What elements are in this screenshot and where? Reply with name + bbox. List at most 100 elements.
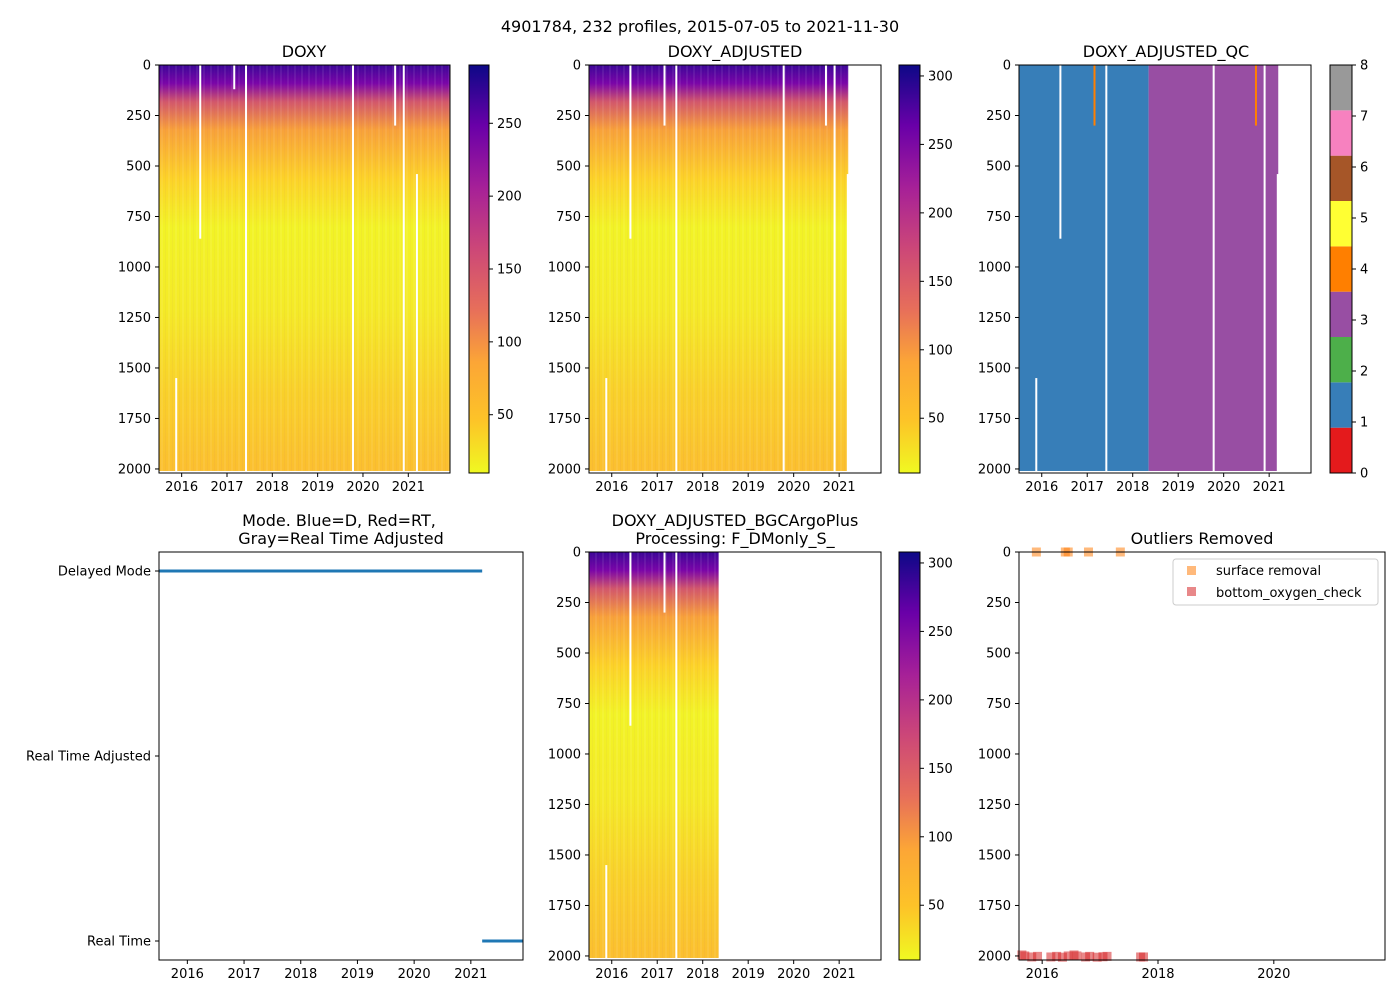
legend-frame xyxy=(1172,558,1379,606)
outlier-point xyxy=(1085,951,1095,961)
y-tick-label: 500 xyxy=(986,646,1011,661)
x-tick-label: 2019 xyxy=(301,480,334,495)
x-tick-label: 2020 xyxy=(1257,967,1290,982)
colorbar-tick-label: 300 xyxy=(928,69,953,84)
y-tick-label: 750 xyxy=(126,210,151,225)
colorbar-tick-label: 5 xyxy=(1360,212,1368,227)
y-tick-label: 500 xyxy=(126,159,151,174)
x-tick-label: 2016 xyxy=(1025,480,1058,495)
oxygen-field-texture xyxy=(589,552,719,958)
profile-gap xyxy=(352,65,354,471)
y-tick-label: 1250 xyxy=(548,311,581,326)
outlier-point xyxy=(1033,951,1043,961)
profile-gap xyxy=(1035,378,1038,471)
y-tick-label: 750 xyxy=(986,210,1011,225)
profile-gap xyxy=(605,865,608,958)
colorbar-tick-label: 250 xyxy=(928,138,953,153)
colorbar-tick-label: 250 xyxy=(497,117,522,132)
outlier-point xyxy=(1139,952,1149,962)
profile-gap xyxy=(402,65,405,471)
outlier-point xyxy=(1020,951,1030,961)
x-tick-label: 2021 xyxy=(823,967,856,982)
y-tick-label: 750 xyxy=(556,210,581,225)
profile-gap xyxy=(605,378,608,471)
colorbar-tick-label: 150 xyxy=(928,762,953,777)
profile-gap xyxy=(663,552,666,613)
oxygen-field-texture xyxy=(589,65,849,471)
colorbar-tick-label: 150 xyxy=(497,263,522,278)
oxygen-field-texture xyxy=(159,65,450,471)
outlier-point xyxy=(1102,951,1112,961)
x-tick-label: 2018 xyxy=(686,967,719,982)
colorbar-tick-label: 6 xyxy=(1360,161,1368,176)
outliers-legend: surface removal bottom_oxygen_check xyxy=(1172,558,1379,606)
profile-gap xyxy=(833,65,836,471)
colorbar-tick-label: 300 xyxy=(928,556,953,571)
panel-mode-title-line2: Gray=Real Time Adjusted xyxy=(238,529,444,548)
profile-gap xyxy=(663,65,666,126)
qc-colorbar-segment xyxy=(1330,246,1352,292)
x-tick-label: 2019 xyxy=(341,967,374,982)
x-tick-label: 2016 xyxy=(1026,967,1059,982)
qc-colorbar-segment xyxy=(1330,201,1352,247)
y-tick-label: 0 xyxy=(1003,546,1011,561)
legend-surface-removal-label: surface removal xyxy=(1216,564,1321,579)
y-tick-label: 1000 xyxy=(118,260,151,275)
profile-gap xyxy=(1212,65,1215,471)
doxy-colorbar xyxy=(468,64,490,474)
x-tick-label: 2017 xyxy=(1071,480,1104,495)
x-tick-label: 2020 xyxy=(346,480,379,495)
panel-doxy-adjusted-qc-title: DOXY_ADJUSTED_QC xyxy=(1083,42,1249,62)
qc-colorbar-segment xyxy=(1330,427,1352,473)
y-tick-label: 1750 xyxy=(978,899,1011,914)
profile-gap xyxy=(199,65,202,239)
qc-colorbar-segment xyxy=(1330,291,1352,337)
colorbar-tick-label: 200 xyxy=(928,693,953,708)
colorbar-tick-label: 3 xyxy=(1360,314,1368,329)
panel-doxy-adjusted: DOXY_ADJUSTED 2016 2017 2018 2019 2020 2021 0 2… xyxy=(548,42,953,495)
colorbar-tick-label: 100 xyxy=(497,335,522,350)
y-tick-label: 1000 xyxy=(978,260,1011,275)
profile-gap xyxy=(675,552,678,958)
y-tick-label: 750 xyxy=(556,697,581,712)
profile-gap xyxy=(233,65,236,90)
x-tick-label: 2021 xyxy=(1253,480,1286,495)
panel-doxy-adjusted-qc: DOXY_ADJUSTED_QC 2016 2017 2018 2019 2020 202… xyxy=(978,42,1368,495)
colorbar-tick-label: 2 xyxy=(1360,365,1368,380)
profile-gap xyxy=(415,174,418,473)
qc-segment xyxy=(1019,65,1149,471)
y-tick-label: 1000 xyxy=(548,747,581,762)
qc-flag4-line xyxy=(1254,65,1257,126)
x-tick-label: 2017 xyxy=(227,967,260,982)
outlier-point xyxy=(1092,952,1102,962)
y-tick-label: 1250 xyxy=(978,311,1011,326)
y-tick-label: 1000 xyxy=(548,260,581,275)
qc-flag4-line xyxy=(1093,65,1096,126)
x-tick-label: 2020 xyxy=(398,967,431,982)
profile-gap xyxy=(175,378,178,471)
y-tick-label: 2000 xyxy=(548,949,581,964)
y-tick-label: 250 xyxy=(556,109,581,124)
profile-gap xyxy=(1059,65,1062,239)
x-tick-label: 2019 xyxy=(732,967,765,982)
qc-colorbar-segment xyxy=(1330,110,1352,156)
legend-surface-removal-marker xyxy=(1187,566,1196,575)
colorbar-tick-label: 4 xyxy=(1360,263,1368,278)
x-tick-label: 2018 xyxy=(256,480,289,495)
x-tick-label: 2021 xyxy=(392,480,425,495)
x-tick-label: 2018 xyxy=(284,967,317,982)
qc-colorbar-segment xyxy=(1330,382,1352,428)
profile-gap xyxy=(629,552,632,726)
outlier-point xyxy=(1052,951,1062,961)
profile-gap xyxy=(1276,174,1279,473)
bgcargoplus-colorbar xyxy=(898,551,921,961)
x-tick-label: 2018 xyxy=(1141,967,1174,982)
x-tick-label: 2018 xyxy=(686,480,719,495)
y-tick-label: 1500 xyxy=(548,361,581,376)
panel-outliers-title: Outliers Removed xyxy=(1131,529,1274,548)
y-tick-label: 2000 xyxy=(978,949,1011,964)
y-tick-label: 1750 xyxy=(548,899,581,914)
x-tick-label: 2021 xyxy=(823,480,856,495)
x-tick-label: 2016 xyxy=(595,967,628,982)
